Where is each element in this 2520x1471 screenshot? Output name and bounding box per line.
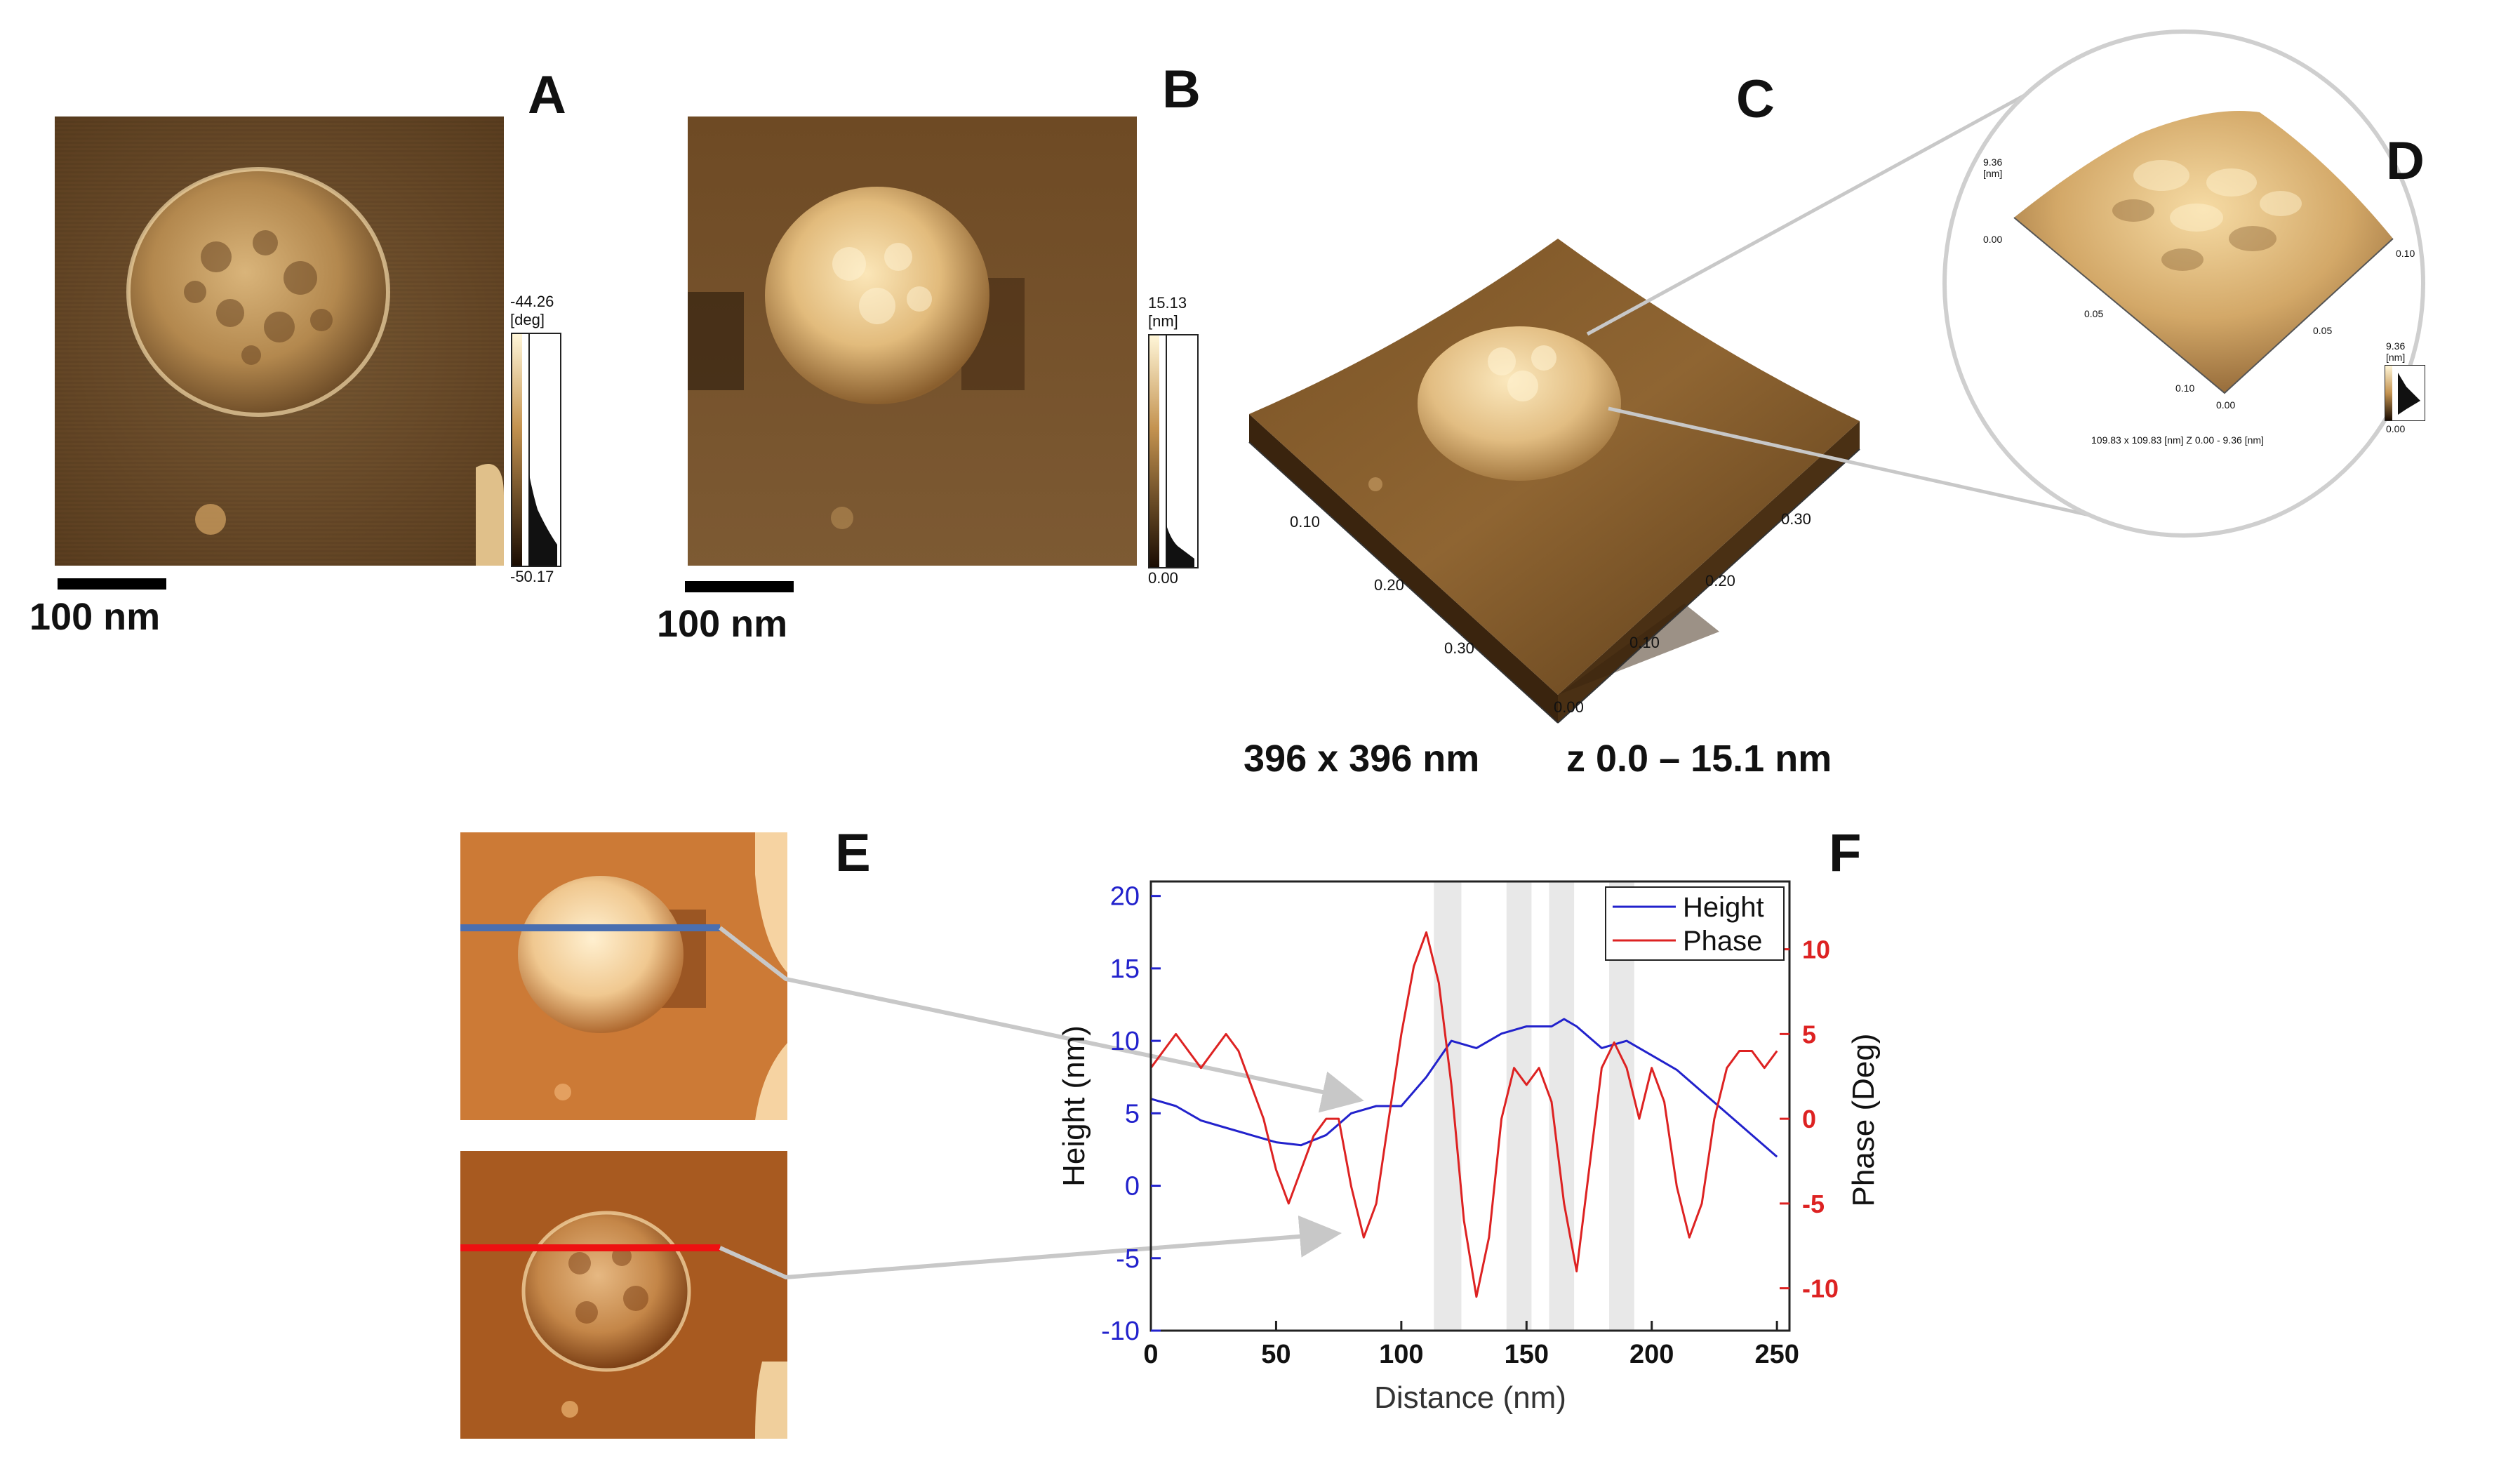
x-tick-label: 250 bbox=[1754, 1340, 1799, 1369]
legend-label-height: Height bbox=[1683, 892, 1764, 923]
y2-tick-label: 10 bbox=[1802, 936, 1830, 964]
panel-a-phase-image bbox=[55, 117, 504, 566]
x-tick-label: 50 bbox=[1261, 1340, 1291, 1369]
panel-d-colorbar bbox=[2385, 365, 2425, 421]
panel-b-colorbar bbox=[1148, 334, 1199, 568]
panel-d-axis-left-2: 0.10 bbox=[2175, 382, 2195, 394]
panel-d-z-unit: [nm] bbox=[1983, 168, 2003, 179]
panel-c-axis-left-2: 0.20 bbox=[1374, 576, 1404, 594]
x-tick-label: 150 bbox=[1505, 1340, 1549, 1369]
panel-d-z-top: 9.36 bbox=[1983, 157, 2003, 168]
panel-c-axis-right-2: 0.20 bbox=[1705, 572, 1735, 590]
panel-d-3d-surface bbox=[2013, 111, 2394, 394]
series-line-height bbox=[1150, 1018, 1778, 1158]
panel-a-scale-label: 100 nm bbox=[29, 596, 161, 638]
panel-letter-e: E bbox=[835, 823, 871, 883]
panel-b-scale-label: 100 nm bbox=[657, 603, 788, 645]
plot-frame bbox=[1149, 880, 1791, 1332]
panel-letter-c: C bbox=[1736, 69, 1775, 129]
panel-letter-a: A bbox=[528, 65, 566, 125]
panel-b-colorbar-max: 15.13 bbox=[1148, 294, 1187, 312]
panel-c-axis-right-3: 0.30 bbox=[1781, 510, 1811, 528]
y2-tick-label: 0 bbox=[1802, 1105, 1816, 1133]
y-tick-label: -5 bbox=[1116, 1244, 1140, 1274]
panel-b-scale-bar bbox=[685, 581, 794, 592]
panel-d-axis-right-2: 0.10 bbox=[2396, 248, 2415, 259]
panel-d-origin: 0.00 bbox=[2216, 399, 2236, 411]
panel-e-phase-image bbox=[460, 1151, 787, 1439]
panel-d-footer: 109.83 x 109.83 [nm] Z 0.00 - 9.36 [nm] bbox=[2091, 434, 2264, 446]
panel-b-colorbar-min: 0.00 bbox=[1148, 569, 1178, 587]
panel-c-axis-left-3: 0.30 bbox=[1444, 639, 1474, 657]
y2-axis-label: Phase (Deg) bbox=[1846, 1033, 1881, 1206]
y-tick-label: -10 bbox=[1101, 1317, 1140, 1346]
panel-d-colorbar-min: 0.00 bbox=[2386, 423, 2406, 434]
panel-a-colorbar-unit: [deg] bbox=[510, 311, 545, 328]
shaded-band-0 bbox=[1434, 881, 1462, 1331]
y2-tick-label: 5 bbox=[1802, 1020, 1816, 1049]
panel-e-height-image bbox=[460, 832, 787, 1120]
panel-c-size-caption: 396 x 396 nm bbox=[1244, 738, 1480, 780]
panel-d-colorbar-max: 9.36 bbox=[2386, 340, 2406, 352]
y-axis-label: Height (nm) bbox=[1057, 1025, 1091, 1187]
panel-letter-b: B bbox=[1162, 60, 1201, 119]
panel-a-scale-bar bbox=[58, 578, 166, 590]
shaded-bands bbox=[1434, 881, 1634, 1331]
legend-label-phase: Phase bbox=[1683, 926, 1762, 957]
panel-c-axis-left-1: 0.10 bbox=[1290, 513, 1320, 531]
panel-d-colorbar-unit: [nm] bbox=[2386, 352, 2406, 363]
series-line-phase bbox=[1149, 931, 1778, 1298]
panel-c-z-caption: z 0.0 – 15.1 nm bbox=[1566, 738, 1832, 780]
panel-b-height-image bbox=[688, 117, 1137, 566]
panel-c-3d-surface bbox=[1248, 239, 1860, 724]
panel-letter-f: F bbox=[1829, 823, 1862, 883]
x-tick-label: 200 bbox=[1629, 1340, 1674, 1369]
y2-tick-label: -10 bbox=[1802, 1274, 1839, 1303]
panel-a-colorbar-max: -44.26 bbox=[510, 293, 554, 310]
x-tick-label: 0 bbox=[1143, 1340, 1158, 1369]
panel-b-colorbar-unit: [nm] bbox=[1148, 312, 1178, 330]
legend: Height Phase bbox=[1605, 886, 1785, 961]
panel-letter-d: D bbox=[2386, 131, 2425, 191]
y-tick-label: 5 bbox=[1125, 1099, 1140, 1129]
y-tick-label: 10 bbox=[1110, 1027, 1140, 1056]
panel-d-z-bottom: 0.00 bbox=[1983, 234, 2003, 245]
panel-a-colorbar bbox=[511, 333, 561, 567]
panel-d-axis-left-1: 0.05 bbox=[2084, 308, 2104, 319]
panel-d-axis-right-1: 0.05 bbox=[2313, 325, 2333, 336]
shaded-band-1 bbox=[1506, 881, 1532, 1331]
panel-a-colorbar-min: -50.17 bbox=[510, 568, 554, 585]
x-axis-label: Distance (nm) bbox=[1374, 1380, 1566, 1415]
panel-c-axis-right-1: 0.10 bbox=[1629, 634, 1660, 651]
y-tick-label: 20 bbox=[1110, 882, 1140, 912]
y-tick-label: 15 bbox=[1110, 954, 1140, 984]
x-tick-label: 100 bbox=[1379, 1340, 1423, 1369]
y-tick-label: 0 bbox=[1125, 1172, 1140, 1202]
panel-c-origin: 0.00 bbox=[1554, 698, 1584, 716]
legend-box bbox=[1605, 886, 1785, 961]
shaded-band-2 bbox=[1549, 881, 1575, 1331]
y2-tick-label: -5 bbox=[1802, 1190, 1825, 1218]
